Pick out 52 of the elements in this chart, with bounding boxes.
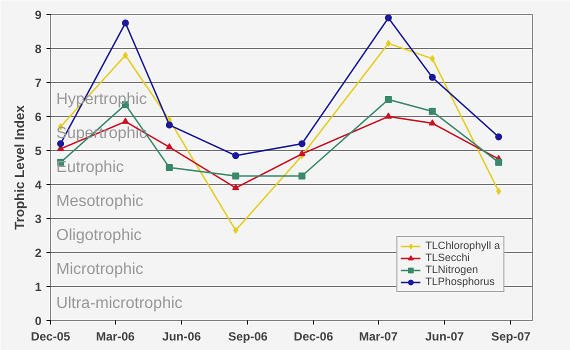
y-tick-label: 4 bbox=[34, 178, 42, 192]
x-tick-label: Jun-07 bbox=[425, 330, 464, 344]
point bbox=[166, 143, 173, 150]
annotation: Microtrophic bbox=[56, 261, 144, 278]
point bbox=[232, 172, 240, 180]
point bbox=[495, 158, 502, 166]
point bbox=[122, 118, 129, 124]
y-tick-label: 7 bbox=[34, 76, 42, 90]
x-tick-label: Dec-06 bbox=[294, 330, 334, 344]
point bbox=[166, 122, 173, 128]
point bbox=[384, 96, 392, 103]
legend-label: TLSecchi bbox=[425, 252, 470, 264]
point bbox=[166, 164, 173, 171]
point bbox=[384, 112, 392, 119]
point bbox=[298, 172, 306, 180]
point bbox=[496, 188, 502, 195]
annotation: Eutrophic bbox=[56, 159, 124, 176]
point bbox=[386, 40, 391, 47]
point bbox=[495, 133, 502, 140]
point bbox=[298, 150, 306, 156]
point bbox=[122, 20, 129, 26]
y-tick-label: 0 bbox=[34, 314, 42, 328]
point bbox=[384, 14, 392, 22]
y-tick-label: 5 bbox=[34, 144, 42, 158]
x-tick-label: Mar-06 bbox=[96, 330, 136, 344]
annotation: Mesotrophic bbox=[56, 193, 144, 210]
y-axis-title: Trophic Level Index bbox=[12, 104, 27, 230]
point bbox=[428, 108, 436, 115]
y-tick-label: 6 bbox=[34, 110, 42, 124]
y-tick-label: 9 bbox=[34, 8, 42, 22]
legend-label: TLPhosphorus bbox=[425, 276, 495, 288]
point bbox=[232, 152, 240, 160]
x-tick-label: Mar-07 bbox=[358, 330, 398, 344]
x-tick-label: Jun-06 bbox=[162, 330, 202, 344]
point bbox=[298, 140, 306, 148]
point bbox=[430, 55, 435, 62]
y-tick-label: 8 bbox=[34, 42, 42, 56]
x-tick-label: Dec-05 bbox=[30, 330, 71, 344]
x-tick-label: Sep-06 bbox=[228, 330, 268, 344]
y-tick-label: 1 bbox=[34, 280, 42, 294]
y-tick-label: 2 bbox=[34, 246, 42, 260]
y-tick-label: 3 bbox=[34, 212, 42, 226]
point bbox=[428, 74, 436, 81]
point bbox=[122, 52, 128, 59]
point bbox=[232, 184, 240, 190]
point bbox=[428, 119, 436, 126]
legend-label: TLChlorophyll a bbox=[425, 240, 500, 252]
point bbox=[233, 226, 238, 234]
legend-label: TLNitrogen bbox=[425, 264, 478, 276]
annotation: Ultra-microtrophic bbox=[56, 295, 183, 312]
x-tick-label: Sep-07 bbox=[491, 330, 531, 344]
annotation: Oligotrophic bbox=[56, 227, 142, 244]
